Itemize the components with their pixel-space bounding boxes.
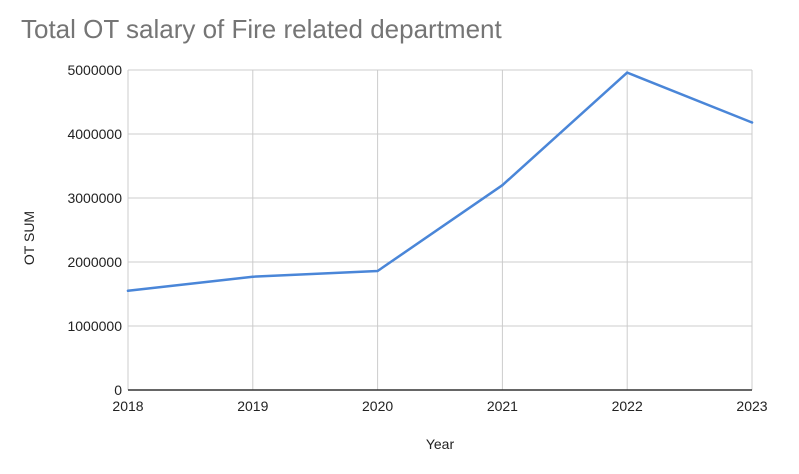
data-point: [376, 269, 379, 273]
series-group: [126, 71, 754, 293]
x-tick-label: 2019: [237, 398, 268, 414]
y-tick-label: 5000000: [67, 62, 122, 78]
y-tick-label: 4000000: [67, 126, 122, 142]
data-point: [501, 184, 504, 187]
chart-title: Total OT salary of Fire related departme…: [21, 14, 502, 44]
y-tick-label: 1000000: [67, 318, 122, 334]
x-tick-label: 2023: [736, 398, 767, 414]
y-tick-label: 2000000: [67, 254, 122, 270]
tick-labels: 0 1000000 2000000 3000000 4000000 5000000 2018…: [67, 62, 767, 414]
y-axis-title: OT SUM: [21, 211, 37, 265]
x-tick-label: 2022: [612, 398, 643, 414]
data-point: [750, 121, 754, 124]
y-tick-label: 0: [114, 382, 122, 398]
x-tick-label: 2018: [112, 398, 143, 414]
data-point: [126, 289, 130, 292]
data-point: [251, 275, 254, 278]
data-point: [626, 71, 629, 74]
grid: [127, 69, 753, 390]
series-line: [126, 71, 754, 293]
y-tick-label: 3000000: [67, 190, 122, 206]
x-tick-label: 2021: [487, 398, 518, 414]
x-axis-title: Year: [426, 436, 455, 452]
x-tick-label: 2020: [362, 398, 393, 414]
